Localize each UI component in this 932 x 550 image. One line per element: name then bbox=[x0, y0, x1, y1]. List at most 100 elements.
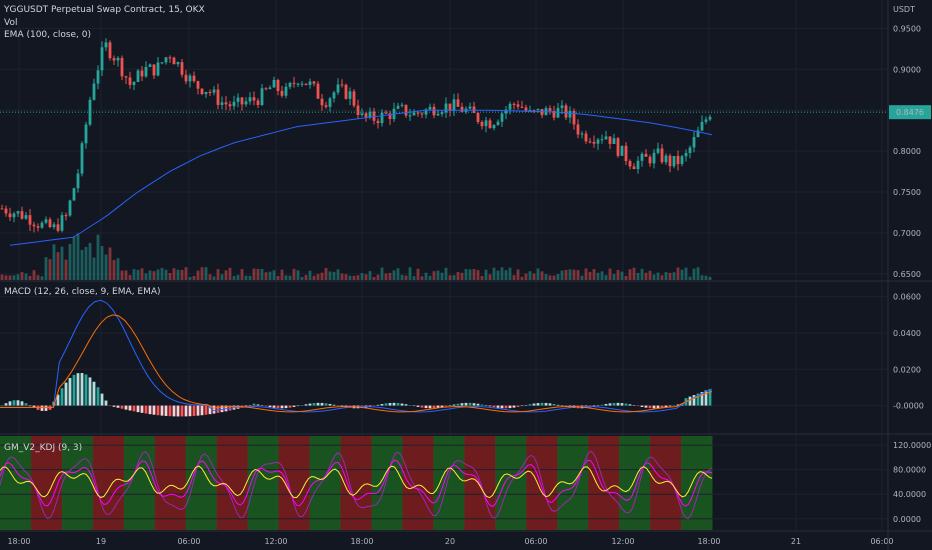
macd-histogram-bar bbox=[700, 392, 704, 406]
volume-bar bbox=[552, 275, 556, 280]
volume-bar bbox=[464, 268, 468, 280]
volume-bar bbox=[168, 273, 172, 280]
macd-histogram-bar bbox=[40, 405, 44, 411]
macd-histogram-bar bbox=[88, 377, 92, 406]
macd-histogram-bar bbox=[516, 405, 520, 407]
volume-bar bbox=[536, 268, 540, 280]
candle-body bbox=[500, 113, 504, 122]
volume-bar bbox=[680, 269, 684, 280]
volume-bar bbox=[584, 268, 588, 280]
volume-bar bbox=[0, 274, 4, 280]
volume-bar bbox=[48, 259, 52, 280]
macd-histogram-bar bbox=[648, 405, 652, 409]
candle-body bbox=[396, 105, 400, 109]
macd-histogram-bar bbox=[480, 404, 484, 406]
kdj-signal-band bbox=[309, 436, 342, 530]
candle-body bbox=[40, 222, 44, 228]
macd-histogram-bar bbox=[100, 393, 104, 406]
candle-body bbox=[628, 160, 632, 167]
volume-bar bbox=[364, 274, 368, 280]
volume-bar bbox=[636, 272, 640, 280]
volume-bar bbox=[16, 274, 20, 280]
volume-bar bbox=[84, 246, 88, 280]
volume-bar bbox=[316, 273, 320, 280]
candle-body bbox=[580, 133, 584, 135]
candle-body bbox=[276, 79, 280, 91]
macd-histogram-bar bbox=[428, 405, 432, 409]
volume-bar bbox=[628, 269, 632, 280]
volume-bar bbox=[388, 272, 392, 280]
candle-body bbox=[244, 101, 248, 105]
candle-body bbox=[164, 57, 168, 63]
macd-histogram-bar bbox=[456, 403, 460, 406]
volume-bar bbox=[568, 269, 572, 280]
macd-histogram-bar bbox=[592, 405, 596, 407]
volume-bar bbox=[432, 271, 436, 280]
volume-bar bbox=[160, 267, 164, 280]
candle-body bbox=[576, 124, 580, 135]
candle-body bbox=[16, 211, 20, 214]
time-axis-label: 06:00 bbox=[870, 537, 893, 546]
candle-body bbox=[92, 83, 96, 100]
volume-bar bbox=[496, 270, 500, 280]
candle-body bbox=[684, 152, 688, 157]
macd-histogram-bar bbox=[168, 405, 172, 417]
macd-histogram-bar bbox=[336, 405, 340, 407]
volume-bar bbox=[664, 272, 668, 280]
macd-histogram-bar bbox=[272, 405, 276, 408]
volume-bar bbox=[344, 274, 348, 280]
macd-tick-label: 0.0600 bbox=[893, 293, 921, 302]
candle-body bbox=[200, 88, 204, 95]
volume-bar bbox=[200, 267, 204, 280]
macd-histogram-bar bbox=[484, 405, 488, 406]
volume-bar bbox=[564, 269, 568, 280]
candle-body bbox=[660, 148, 664, 163]
volume-bar bbox=[80, 249, 84, 280]
candle-body bbox=[156, 62, 160, 76]
volume-bar bbox=[416, 268, 420, 280]
volume-bar bbox=[476, 270, 480, 280]
candle-body bbox=[636, 160, 640, 170]
kdj-signal-band bbox=[371, 436, 403, 530]
candle-body bbox=[140, 70, 144, 77]
volume-bar bbox=[436, 270, 440, 280]
kdj-tick-label: 40.0000 bbox=[893, 490, 926, 499]
candle-body bbox=[216, 89, 220, 105]
macd-histogram-bar bbox=[308, 403, 312, 406]
macd-histogram-bar bbox=[316, 402, 320, 406]
macd-histogram-bar bbox=[692, 395, 696, 406]
volume-bar bbox=[128, 275, 132, 280]
macd-histogram-bar bbox=[28, 405, 32, 407]
candle-body bbox=[572, 110, 576, 125]
volume-bar bbox=[428, 275, 432, 280]
candle-body bbox=[376, 120, 380, 124]
volume-bar bbox=[660, 275, 664, 280]
volume-bar bbox=[528, 271, 532, 280]
time-axis-label: 12:00 bbox=[264, 537, 287, 546]
candle-body bbox=[564, 105, 568, 118]
macd-histogram-bar bbox=[508, 405, 512, 409]
volume-bar bbox=[232, 276, 236, 280]
candle-body bbox=[648, 156, 652, 164]
macd-histogram-bar bbox=[444, 405, 448, 407]
volume-bar bbox=[340, 273, 344, 280]
volume-bar bbox=[248, 275, 252, 280]
macd-histogram-bar bbox=[488, 405, 492, 407]
candle-body bbox=[268, 87, 272, 90]
candle-body bbox=[72, 188, 76, 201]
macd-histogram-bar bbox=[468, 402, 472, 406]
time-axis-label: 18:00 bbox=[7, 537, 30, 546]
macd-histogram-bar bbox=[664, 405, 668, 408]
candle-body bbox=[700, 121, 704, 131]
volume-bar bbox=[132, 269, 136, 280]
volume-bar bbox=[356, 275, 360, 280]
candle-body bbox=[332, 92, 336, 99]
candle-body bbox=[168, 57, 172, 59]
candle-body bbox=[364, 113, 368, 118]
candle-body bbox=[692, 137, 696, 148]
macd-histogram-bar bbox=[56, 394, 60, 406]
macd-histogram-bar bbox=[84, 374, 88, 406]
macd-histogram-bar bbox=[164, 405, 168, 416]
macd-histogram-bar bbox=[156, 405, 160, 416]
